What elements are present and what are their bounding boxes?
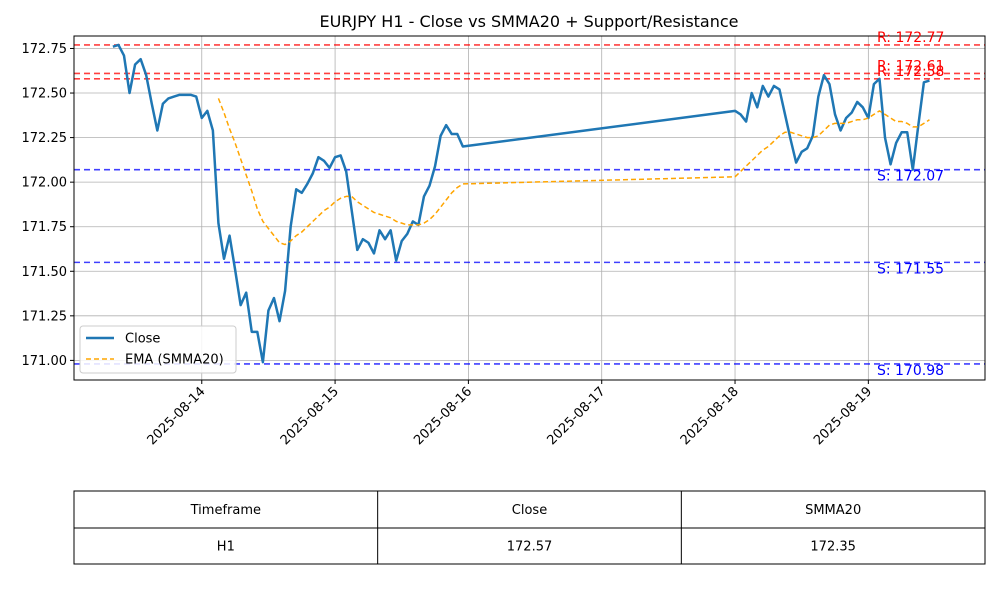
y-tick-label: 171.50: [22, 265, 68, 280]
y-tick-label: 171.00: [22, 354, 68, 369]
x-tick-label: 2025-08-15: [278, 384, 342, 448]
support-level-label: S: 171.55: [877, 261, 944, 277]
axes: 171.00 171.25 171.50 171.75 172.00 172.25 172.…: [22, 42, 876, 448]
y-tick-label: 172.25: [22, 131, 68, 146]
y-tick-label: 171.75: [22, 220, 68, 235]
close-series-line: [112, 43, 930, 364]
resistance-level-label: R: 172.58: [877, 64, 944, 80]
table-cell: 172.35: [810, 540, 856, 555]
resistance-level-label: R: 172.61: [877, 58, 944, 74]
y-tick-label: 172.75: [22, 42, 68, 57]
table-header-cell: Timeframe: [190, 503, 261, 518]
x-tick-label: 2025-08-16: [411, 384, 475, 448]
x-tick-label: 2025-08-19: [811, 384, 875, 448]
y-tick-label: 172.00: [22, 176, 68, 191]
plot-frame: [73, 35, 986, 381]
legend-label: EMA (SMMA20): [125, 353, 224, 368]
series-lines: [112, 43, 930, 364]
x-tick-label: 2025-08-18: [678, 384, 742, 448]
level-labels: R: 172.77 R: 172.61R: 172.58 S: 172.07 S: 1…: [877, 30, 944, 379]
support-level-label: S: 170.98: [877, 363, 944, 379]
table-header-cell: Close: [512, 503, 547, 518]
table-header-cell: SMMA20: [805, 503, 861, 518]
x-tick-label: 2025-08-17: [545, 384, 609, 448]
y-tick-label: 171.25: [22, 309, 68, 324]
support-level-label: S: 172.07: [877, 169, 944, 185]
summary-table: Timeframe Close SMMA20 H1 172.57 172.35: [73, 490, 986, 565]
legend: Close EMA (SMMA20): [79, 325, 237, 374]
table-cell: 172.57: [507, 540, 553, 555]
y-tick-label: 172.50: [22, 87, 68, 102]
resistance-level-label: R: 172.77: [877, 30, 944, 46]
chart-title: EURJPY H1 - Close vs SMMA20 + Support/Re…: [319, 12, 738, 31]
legend-box: [79, 325, 237, 374]
legend-label: Close: [125, 332, 160, 347]
smma20-series-line: [217, 98, 930, 246]
table-cell: H1: [217, 540, 235, 555]
x-tick-label: 2025-08-14: [145, 384, 209, 448]
